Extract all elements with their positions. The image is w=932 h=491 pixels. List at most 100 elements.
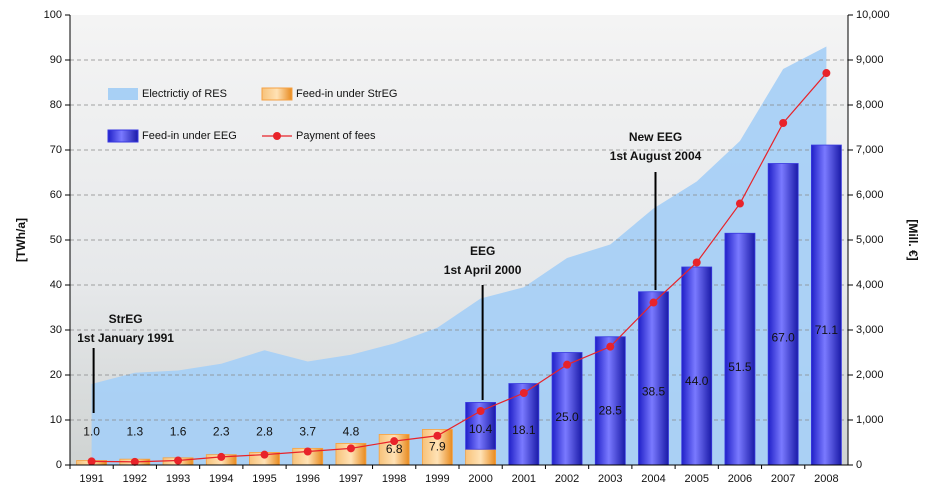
bar (810, 144, 842, 466)
point (649, 298, 658, 307)
x-tick-label: 1992 (123, 473, 147, 485)
y2-tick-label: 7,000 (856, 144, 884, 156)
y2-tick-label: 10,000 (856, 9, 890, 21)
x-tick-label: 1995 (252, 473, 276, 485)
point (563, 360, 572, 369)
x-tick-label: 2004 (641, 473, 665, 485)
annotation: 1st August 2004 (610, 149, 702, 163)
y-tick-label: 60 (50, 189, 62, 201)
point (822, 69, 831, 78)
y-tick-label: 0 (56, 459, 62, 471)
y2-tick-label: 9,000 (856, 54, 884, 66)
annotation: 1st January 1991 (77, 331, 174, 345)
y2-tick-label: 0 (856, 459, 862, 471)
bar (551, 352, 583, 466)
value-label: 6.8 (386, 442, 403, 456)
legend-label: Feed-in under EEG (142, 130, 237, 142)
x-tick-label: 2005 (684, 473, 708, 485)
point (692, 258, 701, 267)
value-label: 1.6 (170, 424, 187, 438)
x-tick-label: 2008 (814, 473, 838, 485)
x-tick-label: 1993 (166, 473, 190, 485)
point (606, 342, 615, 351)
point (346, 444, 355, 453)
y-tick-label: 70 (50, 144, 62, 156)
x-tick-label: 2007 (771, 473, 795, 485)
y-tick-label: 80 (50, 99, 62, 111)
point (779, 119, 788, 127)
legend-swatch (273, 132, 281, 140)
y-tick-label: 30 (50, 324, 62, 336)
bar (724, 232, 756, 466)
value-label: 10.4 (469, 422, 493, 436)
y2-tick-label: 1,000 (856, 414, 884, 426)
value-label: 67.0 (771, 331, 795, 345)
value-label: 1.3 (126, 424, 143, 438)
y2-tick-label: 5,000 (856, 234, 884, 246)
legend-swatch (107, 129, 139, 143)
bar (594, 336, 626, 466)
y-tick-label: 10 (50, 414, 62, 426)
value-label: 18.1 (512, 423, 536, 437)
point (174, 456, 183, 465)
value-label: 2.8 (256, 424, 273, 438)
point (735, 199, 744, 208)
x-tick-label: 2000 (468, 473, 492, 485)
x-tick-label: 1994 (209, 473, 233, 485)
point (303, 447, 312, 456)
legend-label: Payment of fees (296, 130, 376, 142)
y-tick-label: 90 (50, 54, 62, 66)
annotation: 1st April 2000 (444, 263, 522, 277)
value-label: 3.7 (299, 424, 316, 438)
y-tick-label: 40 (50, 279, 62, 291)
bar (767, 163, 799, 466)
x-tick-label: 1999 (425, 473, 449, 485)
point (130, 457, 139, 466)
x-tick-label: 2001 (512, 473, 536, 485)
value-label: 25.0 (555, 410, 579, 424)
point (390, 437, 399, 446)
y-tick-label: 50 (50, 234, 62, 246)
value-label: 44.0 (685, 374, 709, 388)
value-label: 7.9 (429, 439, 446, 453)
y2-tick-label: 6,000 (856, 189, 884, 201)
y2-axis-label: [Mill. €] (906, 219, 920, 260)
value-label: 1.0 (83, 424, 100, 438)
point (433, 431, 442, 440)
value-label: 28.5 (599, 403, 623, 417)
legend-label: Electrictiy of RES (142, 88, 227, 100)
value-label: 71.1 (815, 323, 839, 337)
y-tick-label: 100 (44, 9, 62, 21)
value-label: 51.5 (728, 360, 752, 374)
annotation: StrEG (109, 312, 143, 326)
point (217, 452, 226, 461)
point (260, 450, 269, 459)
x-tick-label: 1996 (295, 473, 319, 485)
point (87, 457, 96, 466)
bar (465, 448, 497, 466)
y2-tick-label: 3,000 (856, 324, 884, 336)
x-tick-label: 2006 (728, 473, 752, 485)
annotation: EEG (470, 244, 495, 258)
point (476, 407, 485, 415)
y2-tick-label: 4,000 (856, 279, 884, 291)
legend-label: Feed-in under StrEG (296, 88, 398, 100)
y2-tick-label: 8,000 (856, 99, 884, 111)
value-label: 38.5 (642, 384, 666, 398)
y2-tick-label: 2,000 (856, 369, 884, 381)
value-label: 4.8 (343, 424, 360, 438)
bar (638, 291, 669, 466)
bar (681, 266, 713, 466)
line (91, 72, 827, 463)
x-tick-label: 2002 (555, 473, 579, 485)
point (519, 389, 528, 397)
x-tick-label: 1997 (339, 473, 363, 485)
x-tick-label: 1991 (79, 473, 103, 485)
value-label: 2.3 (213, 424, 230, 438)
x-tick-label: 1998 (382, 473, 406, 485)
y-axis-label: [TWh/a] (14, 218, 28, 262)
x-tick-label: 2003 (598, 473, 622, 485)
legend-swatch (261, 87, 293, 101)
y-tick-label: 20 (50, 369, 62, 381)
